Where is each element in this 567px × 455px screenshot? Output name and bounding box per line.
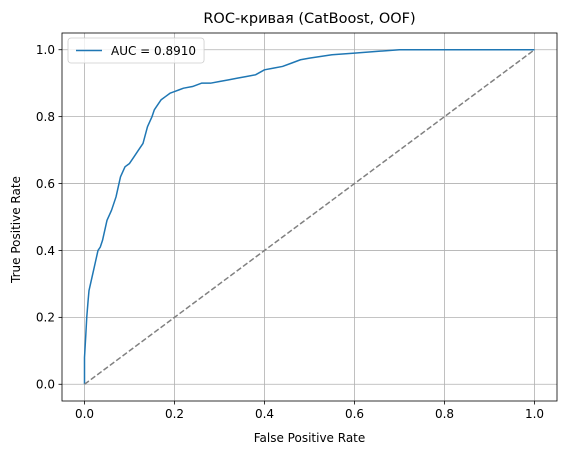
y-axis-label: True Positive Rate bbox=[9, 176, 23, 284]
x-tick-label: 0.0 bbox=[75, 407, 94, 421]
x-axis-label: False Positive Rate bbox=[254, 431, 366, 445]
x-tick-label: 0.4 bbox=[255, 407, 274, 421]
y-tick-label: 0.4 bbox=[36, 244, 55, 258]
y-tick-label: 0.2 bbox=[36, 311, 55, 325]
x-tick-label: 0.2 bbox=[165, 407, 184, 421]
x-tick-label: 1.0 bbox=[525, 407, 544, 421]
x-tick-label: 0.8 bbox=[435, 407, 454, 421]
roc-curve-line bbox=[83, 48, 535, 385]
legend-label: AUC = 0.8910 bbox=[111, 44, 196, 58]
legend: AUC = 0.8910 bbox=[67, 37, 205, 64]
y-tick-label: 0.6 bbox=[36, 177, 55, 191]
diagonal-reference-line bbox=[84, 49, 535, 385]
plot-frame bbox=[61, 32, 558, 402]
y-tick-label: 0.8 bbox=[36, 110, 55, 124]
y-tick-label: 1.0 bbox=[36, 43, 55, 57]
x-tick-label: 0.6 bbox=[345, 407, 364, 421]
chart-title: ROC-кривая (CatBoost, OOF) bbox=[203, 11, 415, 27]
series-layer bbox=[83, 48, 535, 385]
ticks: 0.0 0.2 0.4 0.6 0.8 1.0 0.0 0.2 0.4 0.6 0.8 1.0 bbox=[36, 43, 544, 421]
y-tick-label: 0.0 bbox=[36, 378, 55, 392]
legend-box bbox=[67, 37, 205, 64]
